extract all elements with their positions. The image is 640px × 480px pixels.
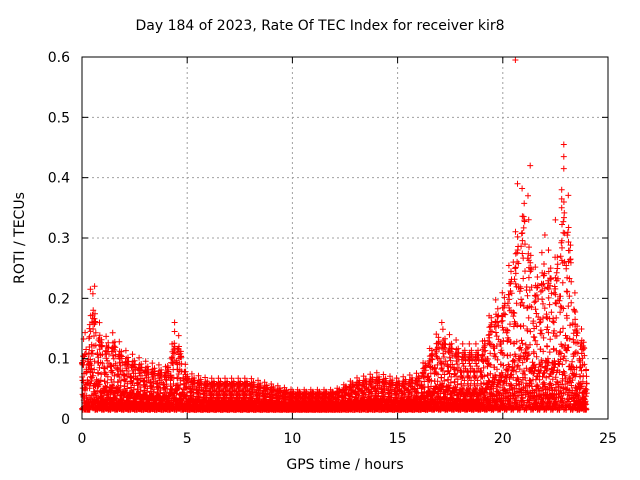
y-tick-label: 0 bbox=[61, 412, 70, 428]
roti-point-markers bbox=[79, 57, 590, 413]
data-points bbox=[79, 57, 590, 413]
x-tick-label: 15 bbox=[389, 431, 407, 447]
axis-ticks bbox=[81, 56, 609, 420]
x-tick-label: 0 bbox=[78, 431, 87, 447]
tick-labels: 0 5 10 15 20 25 0 0.1 0.2 0.3 0.4 0.5 0.6 bbox=[48, 50, 617, 447]
chart-title: Day 184 of 2023, Rate Of TEC Index for r… bbox=[135, 18, 505, 34]
y-tick-label: 0.6 bbox=[48, 50, 70, 66]
y-axis-label: ROTI / TECUs bbox=[12, 192, 28, 284]
grid-lines bbox=[82, 57, 608, 419]
x-tick-label: 10 bbox=[283, 431, 301, 447]
y-tick-label: 0.4 bbox=[48, 171, 70, 187]
y-tick-label: 0.3 bbox=[48, 231, 70, 247]
y-tick-label: 0.1 bbox=[48, 352, 70, 368]
x-tick-label: 20 bbox=[494, 431, 512, 447]
x-axis-label: GPS time / hours bbox=[286, 457, 404, 473]
y-tick-label: 0.5 bbox=[48, 110, 70, 126]
y-tick-label: 0.2 bbox=[48, 291, 70, 307]
x-tick-label: 5 bbox=[183, 431, 192, 447]
x-tick-label: 25 bbox=[599, 431, 617, 447]
